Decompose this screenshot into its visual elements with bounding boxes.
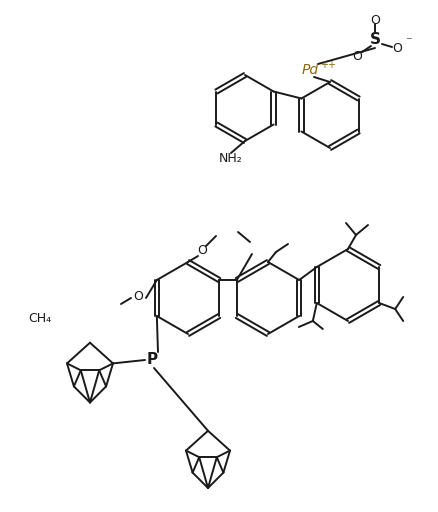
Text: ⁻: ⁻ xyxy=(405,35,411,49)
Text: O: O xyxy=(370,13,380,27)
Text: NH₂: NH₂ xyxy=(219,153,243,165)
Text: P: P xyxy=(146,352,158,368)
Text: O: O xyxy=(352,50,362,62)
Text: O: O xyxy=(133,289,143,303)
Text: O: O xyxy=(197,244,207,257)
Text: Pd: Pd xyxy=(301,63,318,77)
Text: ++: ++ xyxy=(320,60,336,70)
Text: S: S xyxy=(370,32,381,48)
Text: CH₄: CH₄ xyxy=(28,311,52,325)
Text: O: O xyxy=(392,41,402,54)
